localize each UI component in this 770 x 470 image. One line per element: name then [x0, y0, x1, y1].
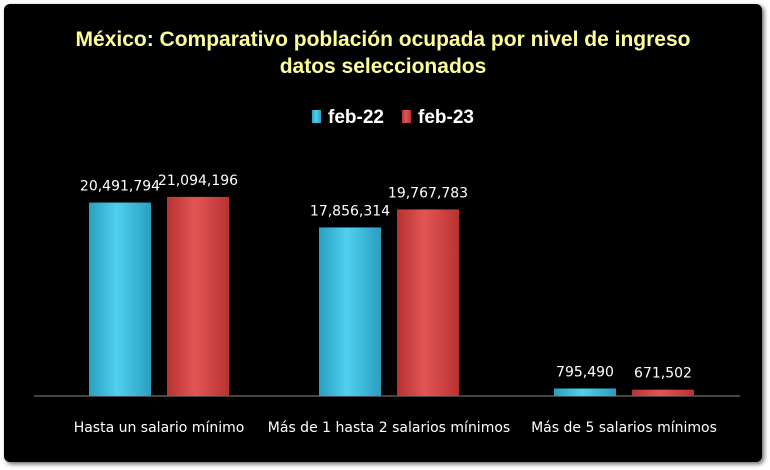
bars-group [89, 196, 694, 396]
x-tick-label-1: Hasta un salario mínimo [74, 420, 245, 436]
data-label-feb-23-2: 19,767,783 [388, 185, 468, 201]
bar-feb-22-2 [319, 227, 381, 396]
legend-label-feb-22: feb-22 [328, 107, 384, 128]
x-tick-labels-group: Hasta un salario mínimo Más de 1 hasta 2 … [74, 420, 717, 436]
data-label-feb-22-3: 795,490 [556, 364, 614, 380]
legend-swatch-feb-22 [312, 110, 321, 123]
data-label-feb-22-2: 17,856,314 [310, 203, 390, 219]
bar-feb-23-3 [632, 389, 694, 396]
bar-feb-23-2 [397, 209, 459, 396]
legend: feb-22 feb-23 [312, 107, 474, 128]
data-label-feb-22-1: 20,491,794 [80, 179, 160, 195]
legend-swatch-feb-23 [402, 110, 411, 123]
bar-feb-22-1 [89, 202, 151, 396]
bar-feb-22-3 [554, 388, 616, 396]
x-tick-label-2: Más de 1 hasta 2 salarios mínimos [268, 420, 510, 436]
chart-frame: México: Comparativo población ocupada po… [4, 4, 762, 462]
chart-title: México: Comparativo población ocupada po… [76, 28, 691, 51]
x-tick-label-3: Más de 5 salarios mínimos [531, 420, 717, 436]
legend-label-feb-23: feb-23 [418, 107, 474, 128]
bar-chart: México: Comparativo población ocupada po… [34, 28, 740, 436]
data-label-feb-23-3: 671,502 [634, 366, 692, 382]
chart-subtitle: datos seleccionados [280, 55, 487, 78]
data-label-feb-23-1: 21,094,196 [158, 173, 238, 189]
bar-feb-23-1 [167, 196, 229, 396]
